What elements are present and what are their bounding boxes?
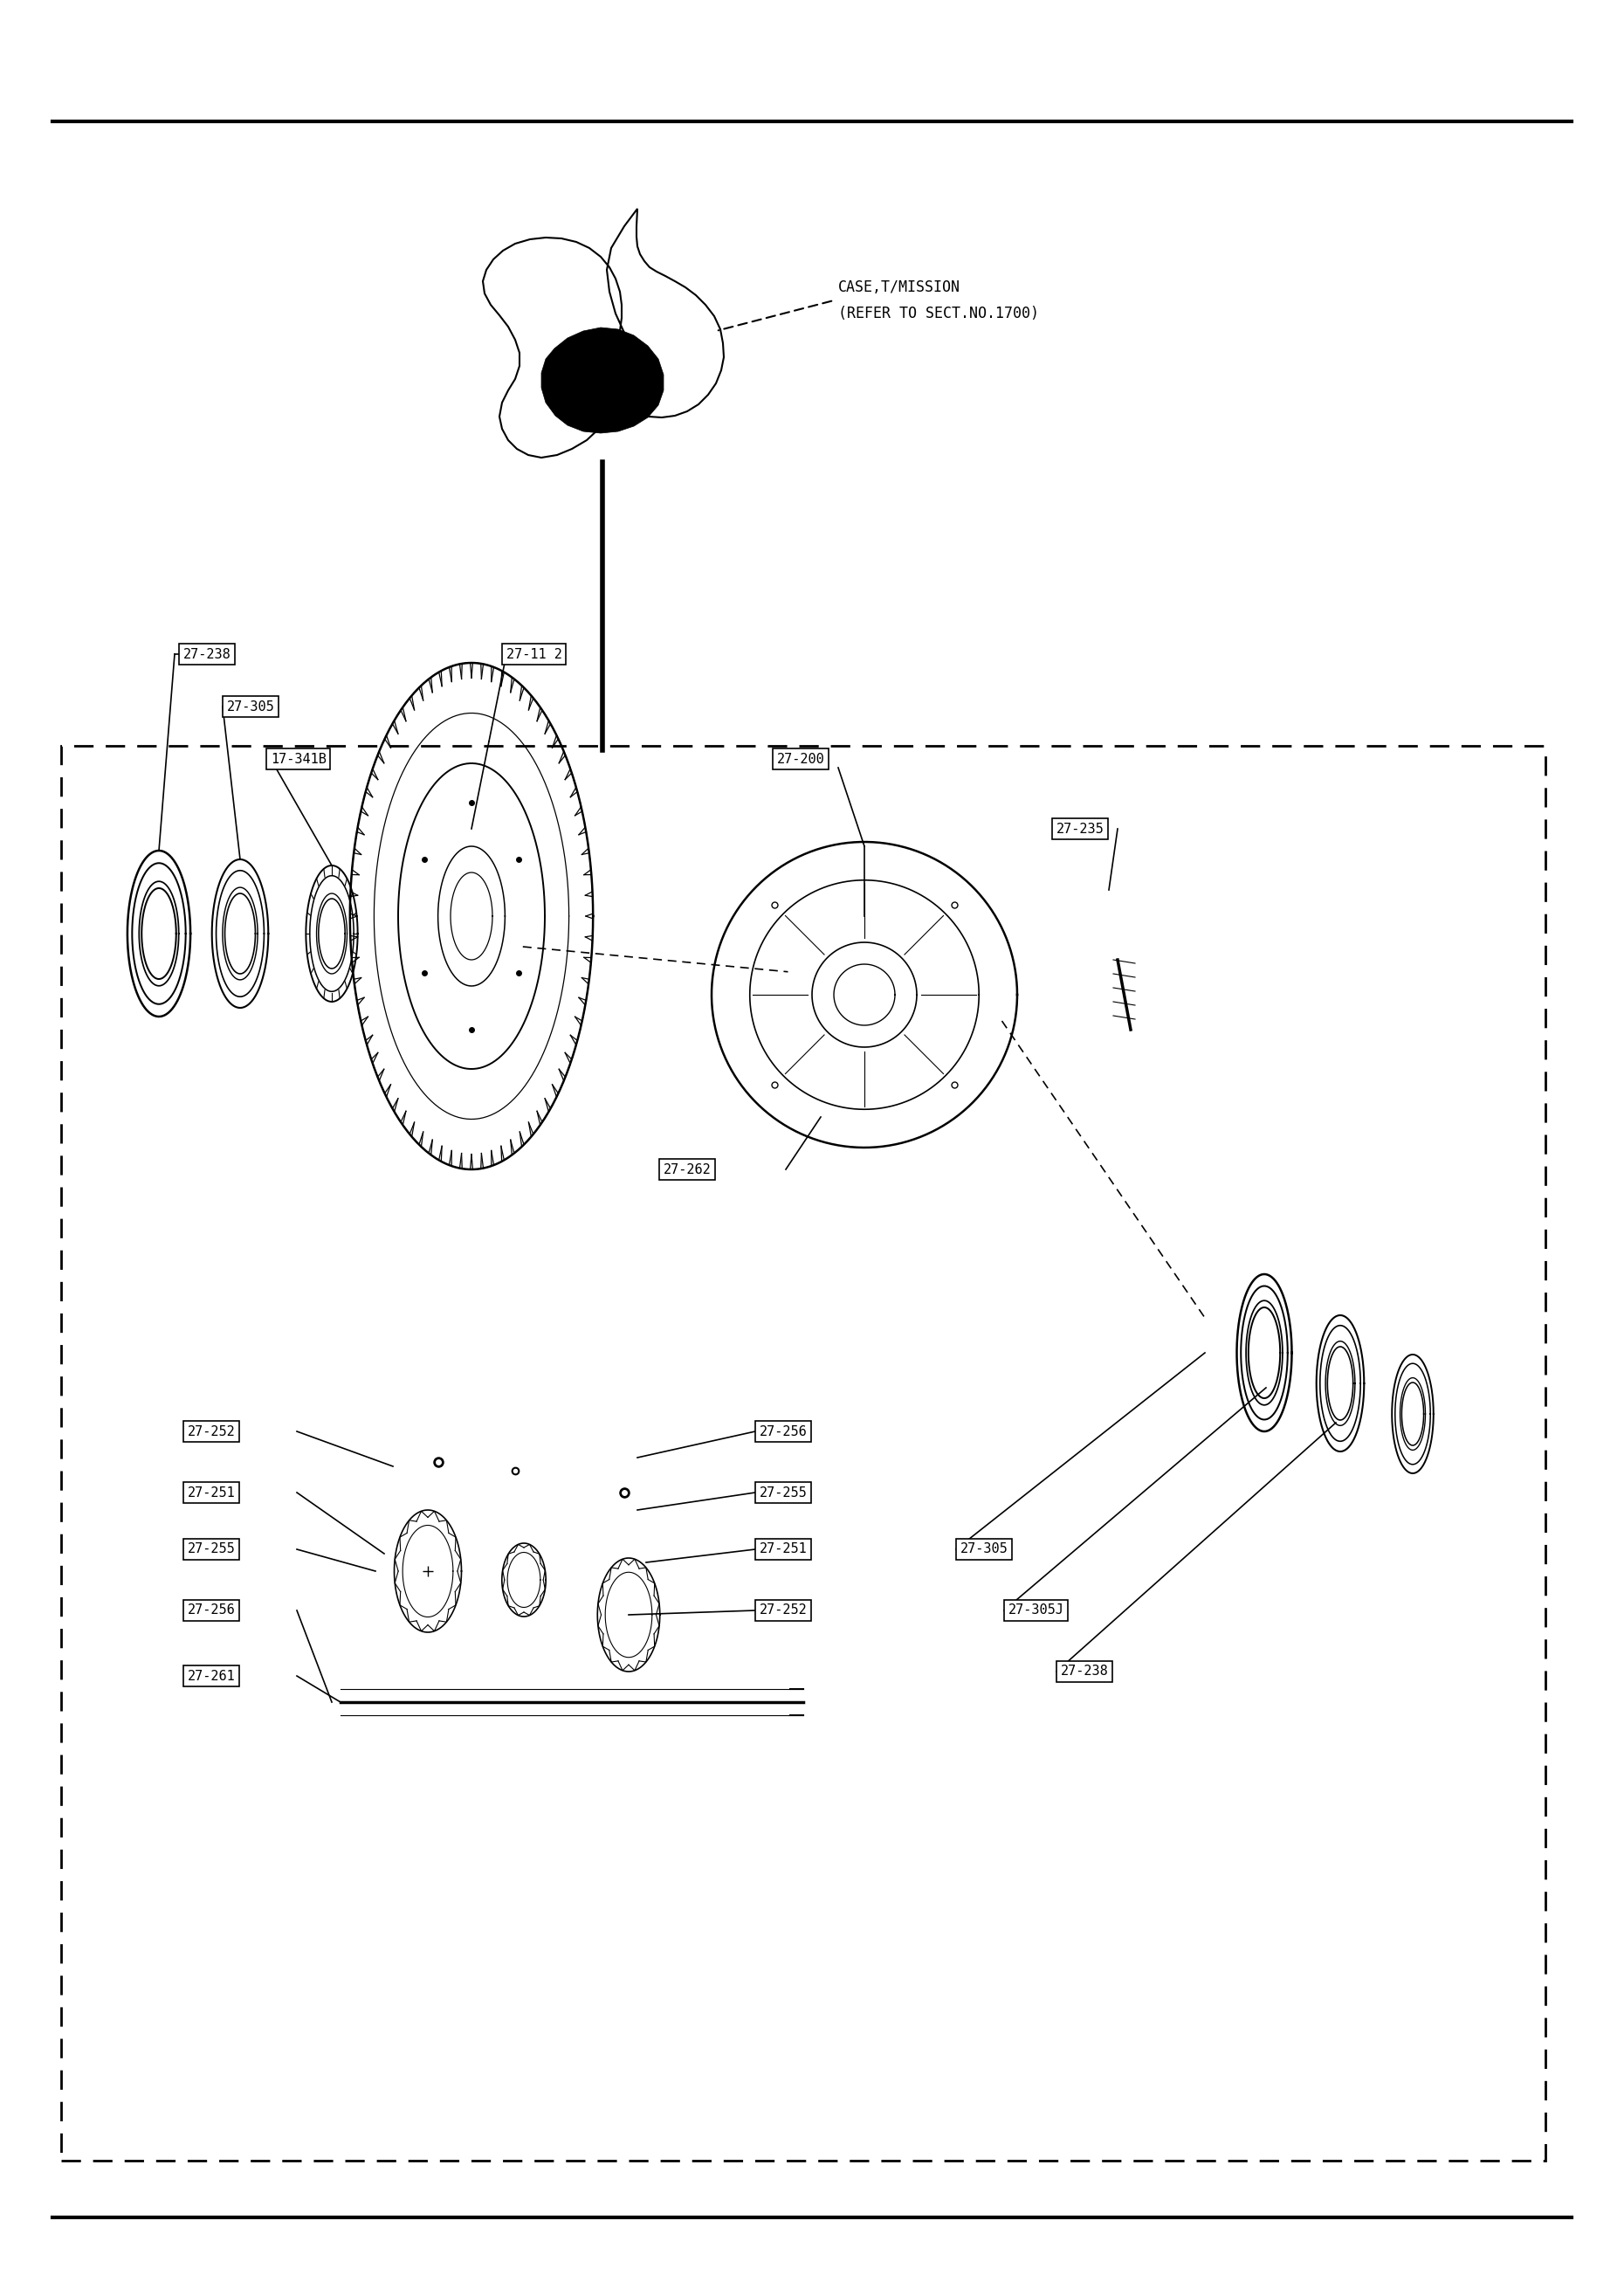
Text: 27-256: 27-256 <box>760 1426 807 1437</box>
Text: 27-256: 27-256 <box>188 1605 235 1616</box>
Text: (REFER TO SECT.NO.1700): (REFER TO SECT.NO.1700) <box>838 305 1039 321</box>
Text: CASE,T/MISSION: CASE,T/MISSION <box>838 280 960 296</box>
Text: 27-262: 27-262 <box>664 1162 711 1176</box>
Text: 27-255: 27-255 <box>188 1543 235 1557</box>
Text: 27-251: 27-251 <box>188 1486 235 1499</box>
Polygon shape <box>541 328 664 434</box>
Text: 27-200: 27-200 <box>776 753 825 765</box>
Text: 27-251: 27-251 <box>760 1543 807 1557</box>
Text: 27-261: 27-261 <box>188 1669 235 1683</box>
Text: 27-252: 27-252 <box>188 1426 235 1437</box>
Text: 27-252: 27-252 <box>760 1605 807 1616</box>
Text: 27-238: 27-238 <box>184 647 231 661</box>
FancyBboxPatch shape <box>62 746 1546 2161</box>
Text: 17-341B: 17-341B <box>271 753 326 765</box>
Text: 27-238: 27-238 <box>1060 1665 1109 1678</box>
Text: 27-305: 27-305 <box>227 700 274 714</box>
Text: 27-305: 27-305 <box>960 1543 1009 1557</box>
Text: 27-305J: 27-305J <box>1009 1605 1064 1616</box>
Text: 27-11 2: 27-11 2 <box>507 647 562 661</box>
Text: 27-255: 27-255 <box>760 1486 807 1499</box>
Text: 27-235: 27-235 <box>1057 822 1104 836</box>
